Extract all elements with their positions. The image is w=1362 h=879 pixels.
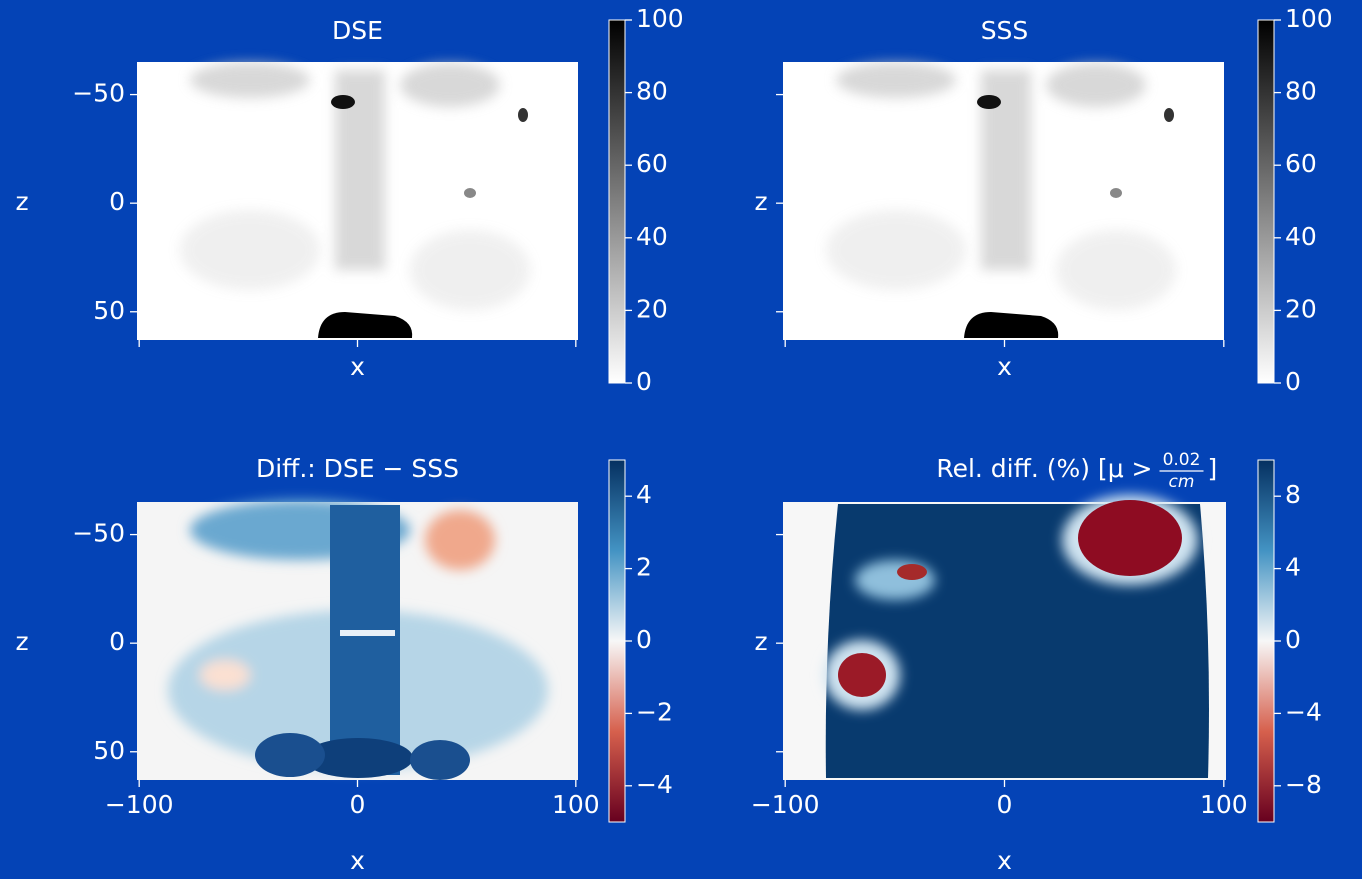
colorbar-tick-label: 8 [1285, 480, 1301, 509]
colorbar-tick-label: 40 [636, 222, 668, 251]
colorbar [1257, 459, 1275, 823]
colorbar-tick-label: −8 [1285, 770, 1322, 799]
chart-title: ] [1208, 454, 1218, 483]
colorbar-tick-label: 40 [1285, 222, 1317, 251]
heatmap-image [783, 62, 1224, 340]
colorbar-tick-label: 60 [1285, 149, 1317, 178]
colorbar-tick-label: −4 [1285, 697, 1322, 726]
y-tick-label: −50 [72, 79, 125, 108]
y-axis-label: z [15, 187, 28, 216]
x-axis-label: x [997, 352, 1012, 381]
colorbar-tick-label: 100 [636, 4, 684, 33]
colorbar-tick-label: 60 [636, 149, 668, 178]
x-tick-label: 100 [1200, 790, 1248, 819]
colorbar-tick-label: 0 [1285, 625, 1301, 654]
x-axis-label: x [350, 352, 365, 381]
heatmap-image [783, 495, 1226, 780]
x-axis-label: x [350, 846, 365, 875]
colorbar-tick-label: 20 [636, 294, 668, 323]
y-tick-label: −50 [72, 519, 125, 548]
x-tick-label: −100 [751, 790, 820, 819]
heatmap-image [137, 62, 578, 340]
chart-title: SSS [981, 16, 1029, 45]
colorbar-tick-label: 0 [1285, 367, 1301, 396]
x-tick-label: 100 [552, 790, 600, 819]
chart-title: Rel. diff. (%) [μ > [936, 454, 1152, 483]
colorbar-tick-label: −2 [636, 697, 673, 726]
x-tick-label: 0 [350, 790, 366, 819]
title-fraction-numerator: 0.02 [1163, 450, 1201, 470]
colorbar-tick-label: −4 [636, 770, 673, 799]
y-tick-label: 0 [109, 187, 125, 216]
heatmap-image [137, 500, 578, 780]
colorbar-tick-label: 100 [1285, 4, 1333, 33]
colorbar-tick-label: 4 [636, 480, 652, 509]
colorbar-tick-label: 0 [636, 625, 652, 654]
y-tick-label: 0 [109, 627, 125, 656]
colorbar [608, 459, 626, 823]
y-axis-label: z [754, 187, 767, 216]
colorbar-tick-label: 20 [1285, 294, 1317, 323]
colorbar [608, 19, 626, 384]
colorbar-tick-label: 2 [636, 553, 652, 582]
x-tick-label: −100 [105, 790, 174, 819]
colorbar-tick-label: 80 [1285, 77, 1317, 106]
colorbar [1257, 19, 1275, 384]
title-fraction-denominator: cm [1169, 472, 1195, 492]
x-axis-label: x [997, 846, 1012, 875]
chart-title: Diff.: DSE − SSS [256, 454, 459, 483]
y-axis-label: z [754, 627, 767, 656]
colorbar-tick-label: 0 [636, 367, 652, 396]
colorbar-tick-label: 4 [1285, 553, 1301, 582]
y-tick-label: 50 [93, 736, 125, 765]
y-tick-label: 50 [93, 296, 125, 325]
x-tick-label: 0 [997, 790, 1013, 819]
y-axis-label: z [15, 627, 28, 656]
chart-title: DSE [332, 16, 383, 45]
colorbar-tick-label: 80 [636, 77, 668, 106]
